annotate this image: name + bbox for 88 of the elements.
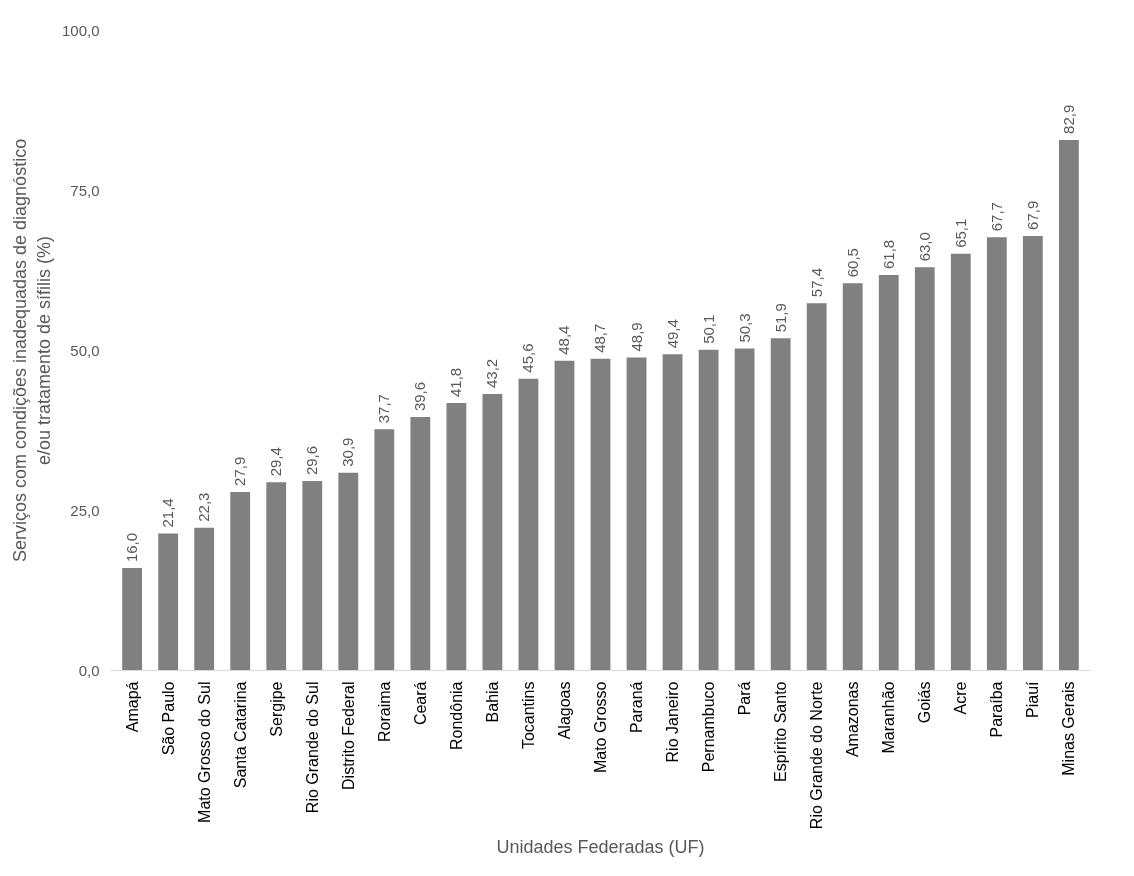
data-label: 43,2 [483,358,501,389]
x-tick-label: Rio Grande do Sul [303,681,321,814]
bar [950,253,971,671]
x-tick-label: Maranhão [880,681,898,754]
x-tick-label: Mato Grosso do Sul [195,681,213,823]
x-tick-label: Mato Grosso [592,681,609,774]
data-label: 48,9 [627,322,645,352]
data-label: 65,1 [951,218,969,248]
bar [1022,235,1043,671]
x-tick-label: Sergipe [267,681,285,737]
data-label: 22,3 [195,492,213,522]
data-label: 60,5 [843,248,861,278]
data-label: 29,4 [267,447,285,477]
x-axis-title: Unidades Federadas (UF) [496,837,705,858]
bar [626,357,647,671]
x-tick-label: Piauí [1024,680,1042,718]
x-tick-label: Espírito Santo [772,681,790,782]
x-tick-label: Minas Gerais [1060,681,1078,776]
data-label: 45,6 [519,343,537,373]
bar [770,338,791,671]
bar [482,394,503,671]
bar [914,267,935,671]
x-tick-label: Roraima [375,681,393,742]
x-tick-label: Rio Janeiro [664,681,682,763]
bar [518,378,539,671]
data-label: 50,3 [735,313,753,343]
x-tick-label: Distrito Federal [339,681,357,790]
x-tick-label: Acre [952,681,970,715]
data-label: 63,0 [915,232,933,262]
bar [266,482,287,671]
x-tick-label: Amazonas [844,681,862,758]
bar [302,481,323,671]
x-tick-label: Rio Grande do Norte [808,681,826,830]
x-tick-label: Paraíba [988,681,1006,738]
y-tick-label: 75,0 [70,181,100,199]
data-label: 21,4 [159,498,177,528]
bar [374,429,395,671]
data-label: 57,4 [807,267,825,298]
x-tick-label: Ceará [411,681,429,726]
bar [158,533,179,671]
data-label: 48,7 [591,323,609,353]
data-label: 61,8 [879,239,897,269]
bar [338,472,359,671]
data-label: 37,7 [375,394,393,424]
data-label: 67,9 [1023,200,1041,230]
data-label: 82,9 [1059,104,1077,134]
data-label: 29,6 [303,445,321,476]
bar [878,274,899,671]
y-tick-label: 25,0 [70,501,100,519]
data-label: 49,4 [663,319,681,349]
x-tick-label: São Paulo [159,681,177,756]
data-label: 48,4 [555,325,573,355]
data-label: 30,9 [339,437,357,467]
data-label: 41,8 [447,367,465,397]
bar [410,417,431,671]
bar [194,527,215,671]
data-label: 27,9 [231,456,249,486]
bar [1058,139,1079,671]
y-tick-label: 0,0 [78,661,100,679]
x-tick-label: Pará [736,681,754,716]
x-tick-label: Pernambuco [700,681,718,773]
y-axis-title: Serviços com condições inadequadas de diagnóstico e/ou tratamento de sífilis (%) [9,138,54,563]
x-tick-label: Alagoas [555,681,573,740]
y-tick-label: 100,0 [61,21,100,39]
bar [842,283,863,671]
x-tick-label: Paraná [628,681,646,734]
x-tick-label: Bahia [483,681,501,723]
bar [806,303,827,671]
bar [554,360,575,671]
x-tick-label: Tocantins [519,681,537,750]
bar [230,491,251,671]
data-label: 51,9 [771,303,789,333]
x-tick-label: Rondônia [447,681,465,750]
bar [662,354,683,671]
x-tick-label: Goiás [916,681,934,724]
x-tick-label: Amapá [123,681,141,733]
data-label: 39,6 [411,381,429,412]
bar [986,237,1007,671]
data-label: 67,7 [987,202,1005,232]
x-tick-label: Santa Catarina [231,681,249,789]
bar [698,349,719,671]
data-label: 50,1 [699,314,717,344]
bar [446,402,467,671]
y-tick-label: 50,0 [70,341,100,359]
bar [734,348,755,671]
bar [122,568,143,671]
bar [590,358,611,671]
data-label: 16,0 [123,532,141,563]
